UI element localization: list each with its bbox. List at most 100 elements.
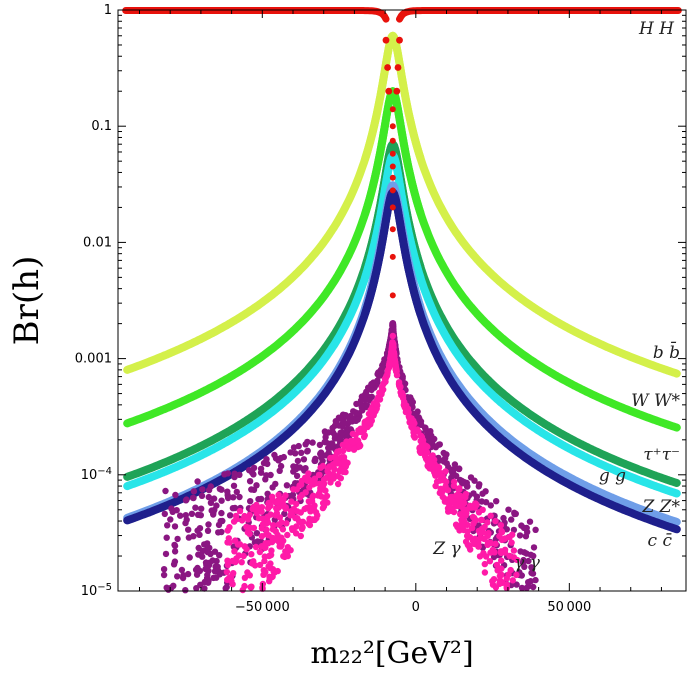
series-gammagamma-point bbox=[280, 537, 287, 544]
series-gammagamma-point bbox=[256, 548, 264, 556]
series-gammagamma-point bbox=[476, 553, 484, 560]
series-gammagamma-point bbox=[455, 493, 463, 500]
series-Zgamma-point bbox=[263, 456, 270, 463]
series-gammagamma-point bbox=[323, 492, 331, 500]
series-gammagamma-point bbox=[224, 527, 231, 534]
series-gammagamma-point bbox=[269, 493, 276, 500]
series-Zgamma-point bbox=[312, 455, 319, 462]
series-gammagamma-peak-point bbox=[388, 348, 395, 356]
series-gammagamma-point bbox=[350, 446, 358, 453]
series-gammagamma-point bbox=[261, 544, 269, 551]
series-gammagamma-point bbox=[449, 498, 457, 505]
series-Zgamma-point bbox=[230, 482, 238, 489]
series-Zgamma-point bbox=[205, 521, 212, 528]
series-gammagamma-point bbox=[266, 573, 273, 580]
y-axis-title: Br(h) bbox=[7, 256, 47, 346]
series-gammagamma-point bbox=[336, 447, 343, 455]
series-gammagamma-point bbox=[493, 561, 501, 569]
series-gammagamma-point bbox=[307, 497, 315, 505]
series-gammagamma-point bbox=[226, 539, 233, 546]
series-gammagamma-point bbox=[492, 517, 499, 525]
series-Zgamma-point bbox=[335, 422, 343, 429]
series-gammagamma-point bbox=[225, 574, 233, 582]
series-Zgamma-point bbox=[517, 548, 524, 555]
series-Zgamma-point bbox=[233, 488, 240, 496]
series-gammagamma-point bbox=[361, 423, 368, 430]
series-Zgamma-point bbox=[202, 559, 210, 566]
series-Zgamma-point bbox=[427, 428, 434, 435]
series-gammagamma-point bbox=[235, 552, 243, 559]
y-tick-label: 10−5 bbox=[81, 582, 112, 599]
x-tick-label: −50 000 bbox=[235, 600, 290, 615]
series-gammagamma-point bbox=[319, 504, 327, 512]
series-Zgamma-point bbox=[357, 397, 365, 404]
series-Zgamma-point bbox=[230, 494, 237, 501]
series-gammagamma-point bbox=[283, 520, 290, 527]
series-gammagamma-point bbox=[241, 574, 249, 581]
series-HH-flank-point bbox=[384, 64, 391, 71]
series-Zgamma-point bbox=[185, 534, 193, 541]
series-Zgamma-point bbox=[440, 449, 447, 457]
series-gammagamma-point bbox=[273, 505, 280, 512]
series-Zgamma-point bbox=[511, 509, 518, 516]
series-gammagamma-point bbox=[509, 577, 516, 584]
series-gammagamma-point bbox=[236, 507, 244, 515]
x-tick-label: 50 000 bbox=[547, 600, 591, 615]
series-gammagamma-point bbox=[279, 499, 286, 506]
series-gammagamma-point bbox=[236, 541, 244, 548]
series-Zgamma-point bbox=[264, 490, 271, 497]
series-gammagamma-point bbox=[242, 514, 250, 521]
series-gammagamma-point bbox=[506, 533, 513, 541]
series-HH-flank-point bbox=[396, 36, 403, 44]
series-Zgamma-point bbox=[276, 467, 283, 474]
series-gammagamma-point bbox=[492, 540, 499, 547]
series-gammagamma-point bbox=[314, 492, 322, 499]
series-Zgamma-point bbox=[161, 510, 168, 518]
series-Zgamma-point bbox=[532, 576, 539, 584]
series-gammagamma-point bbox=[462, 508, 469, 515]
series-gammagamma-point bbox=[224, 561, 232, 569]
series-Zgamma-point bbox=[192, 504, 199, 511]
series-Zgamma-point bbox=[221, 471, 228, 478]
series-HH-flank-point bbox=[394, 64, 402, 71]
series-Zgamma-point bbox=[190, 488, 198, 495]
series-gammagamma-point bbox=[243, 546, 250, 553]
series-gammagamma-point bbox=[497, 522, 505, 529]
series-Zgamma-point bbox=[283, 482, 291, 489]
series-Zgamma-point bbox=[172, 491, 179, 499]
series-Zgamma-point bbox=[526, 518, 534, 525]
series-Zgamma-point bbox=[340, 419, 347, 427]
series-Zgamma-point bbox=[448, 468, 455, 475]
series-label-cc: c c̄ bbox=[648, 531, 673, 551]
series-WW bbox=[123, 87, 681, 432]
series-Zgamma-point bbox=[185, 526, 192, 533]
series-Zgamma-point bbox=[257, 465, 265, 472]
series-Zgamma-point bbox=[456, 465, 463, 472]
series-gammagamma-point bbox=[437, 485, 444, 492]
series-Zgamma-point bbox=[169, 508, 176, 515]
series-gammagamma-point bbox=[503, 581, 510, 588]
series-gammagamma-point bbox=[284, 531, 291, 539]
series-gammagamma-point bbox=[364, 416, 372, 424]
series-gammagamma-point bbox=[302, 489, 309, 496]
series-HH-center-point bbox=[389, 150, 396, 157]
series-gammagamma-point bbox=[486, 558, 494, 565]
series-Zgamma-point bbox=[214, 567, 222, 574]
series-Zgamma-point bbox=[253, 482, 260, 489]
series-Zgamma-point bbox=[467, 474, 475, 481]
series-Zgamma-point bbox=[316, 441, 324, 449]
series-Zgamma-point bbox=[170, 561, 178, 568]
series-gammagamma-point bbox=[489, 578, 496, 585]
series-gammagamma-point bbox=[342, 463, 350, 470]
series-gammagamma-point bbox=[248, 551, 255, 558]
series-gammagamma-point bbox=[354, 437, 362, 444]
series-Zgamma-point bbox=[182, 587, 189, 594]
series-Zgamma-point bbox=[189, 494, 197, 502]
series-gammagamma-point bbox=[456, 485, 463, 492]
series-Zgamma-point bbox=[406, 397, 414, 404]
series-HH-center-point bbox=[389, 174, 396, 181]
series-label-Zgamma: Z γ bbox=[432, 539, 461, 559]
series-Zgamma-point bbox=[186, 554, 193, 561]
series-Zgamma-point bbox=[368, 386, 375, 394]
series-gammagamma-point bbox=[432, 482, 439, 490]
